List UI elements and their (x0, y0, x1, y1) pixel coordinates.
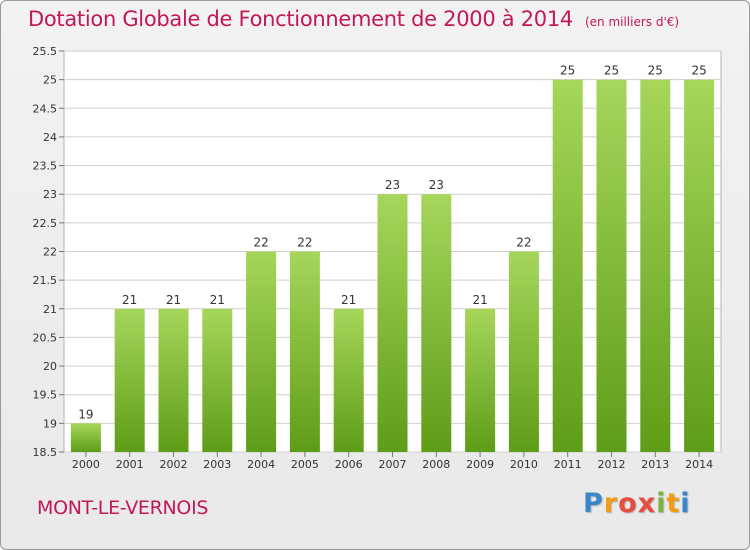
bar-2002 (158, 308, 189, 452)
x-tick-label: 2005 (291, 458, 319, 471)
logo-letter: r (603, 488, 619, 519)
y-tick-label: 24.5 (33, 102, 58, 115)
y-tick-label: 21.5 (33, 274, 58, 287)
y-tick-label: 21 (43, 303, 57, 316)
bar-2005 (289, 251, 320, 452)
y-tick-label: 23 (43, 188, 57, 201)
x-tick-label: 2003 (203, 458, 231, 471)
data-label: 25 (648, 64, 663, 78)
data-label: 22 (297, 236, 312, 250)
chart-unit: (en milliers d'€) (584, 15, 680, 29)
data-label: 21 (122, 293, 137, 307)
x-tick-label: 2002 (160, 458, 188, 471)
x-tick-label: 2014 (685, 458, 713, 471)
bar-2013 (640, 79, 671, 453)
bar-2012 (596, 79, 627, 453)
logo-letter: x (637, 488, 657, 519)
data-label: 25 (604, 64, 619, 78)
x-tick-label: 2004 (247, 458, 275, 471)
bar-2000 (70, 423, 101, 452)
data-label: 21 (341, 293, 356, 307)
bar-2001 (114, 308, 145, 452)
bar-2007 (377, 194, 408, 452)
data-label: 19 (78, 407, 93, 421)
x-tick-label: 2013 (641, 458, 669, 471)
data-label: 21 (472, 293, 487, 307)
bar-2006 (333, 308, 364, 452)
y-tick-label: 20 (43, 360, 57, 373)
y-tick-label: 22.5 (33, 217, 58, 230)
x-tick-label: 2001 (116, 458, 144, 471)
bar-2010 (508, 251, 539, 452)
x-tick-label: 2009 (466, 458, 494, 471)
x-tick-label: 2010 (510, 458, 538, 471)
y-tick-label: 19 (43, 417, 57, 430)
data-label: 25 (560, 64, 575, 78)
place-name: MONT-LE-VERNOIS (37, 497, 209, 519)
data-label: 21 (166, 293, 181, 307)
x-tick-label: 2000 (72, 458, 100, 471)
logo-letter: o (618, 488, 638, 519)
data-label: 23 (429, 178, 444, 192)
y-tick-label: 23.5 (33, 160, 58, 173)
y-tick-label: 22 (43, 246, 57, 259)
bar-2011 (552, 79, 583, 453)
logo-letter: i (680, 488, 691, 519)
bar-2004 (246, 251, 277, 452)
data-label: 25 (691, 64, 706, 78)
logo-letter: P (583, 488, 604, 519)
x-tick-label: 2006 (335, 458, 363, 471)
data-label: 22 (516, 236, 531, 250)
chart-title: Dotation Globale de Fonctionnement de 20… (28, 7, 573, 31)
x-axis-ticks: 2000 2001 2002 2003 2004 2005 2006 2007 2008 2009… (72, 452, 713, 471)
data-label: 22 (253, 236, 268, 250)
y-tick-label: 25 (43, 74, 57, 87)
x-tick-label: 2007 (379, 458, 407, 471)
x-tick-label: 2008 (422, 458, 450, 471)
x-tick-label: 2011 (554, 458, 582, 471)
y-tick-label: 20.5 (33, 331, 58, 344)
bar-2003 (202, 308, 233, 452)
bar-2008 (421, 194, 452, 452)
logo-letter: i (656, 488, 667, 519)
data-label: 21 (210, 293, 225, 307)
y-tick-label: 25.5 (33, 45, 58, 58)
proxiti-logo: Proxiti (583, 488, 691, 519)
bars: 19 21 21 21 22 22 21 23 23 21 22 25 25 25 25 (70, 64, 715, 453)
y-axis-ticks: 18.5 19 19.5 20 20.5 21 21.5 22 22.5 23 23.5 24 24.5… (33, 45, 64, 459)
title-row: Dotation Globale de Fonctionnement de 20… (28, 7, 679, 31)
data-label: 23 (385, 178, 400, 192)
logo-letter: t (666, 488, 681, 519)
x-tick-label: 2012 (598, 458, 626, 471)
y-tick-label: 24 (43, 131, 57, 144)
bar-2014 (684, 79, 715, 453)
bar-2009 (465, 308, 496, 452)
y-tick-label: 19.5 (33, 389, 58, 402)
y-tick-label: 18.5 (33, 446, 58, 459)
